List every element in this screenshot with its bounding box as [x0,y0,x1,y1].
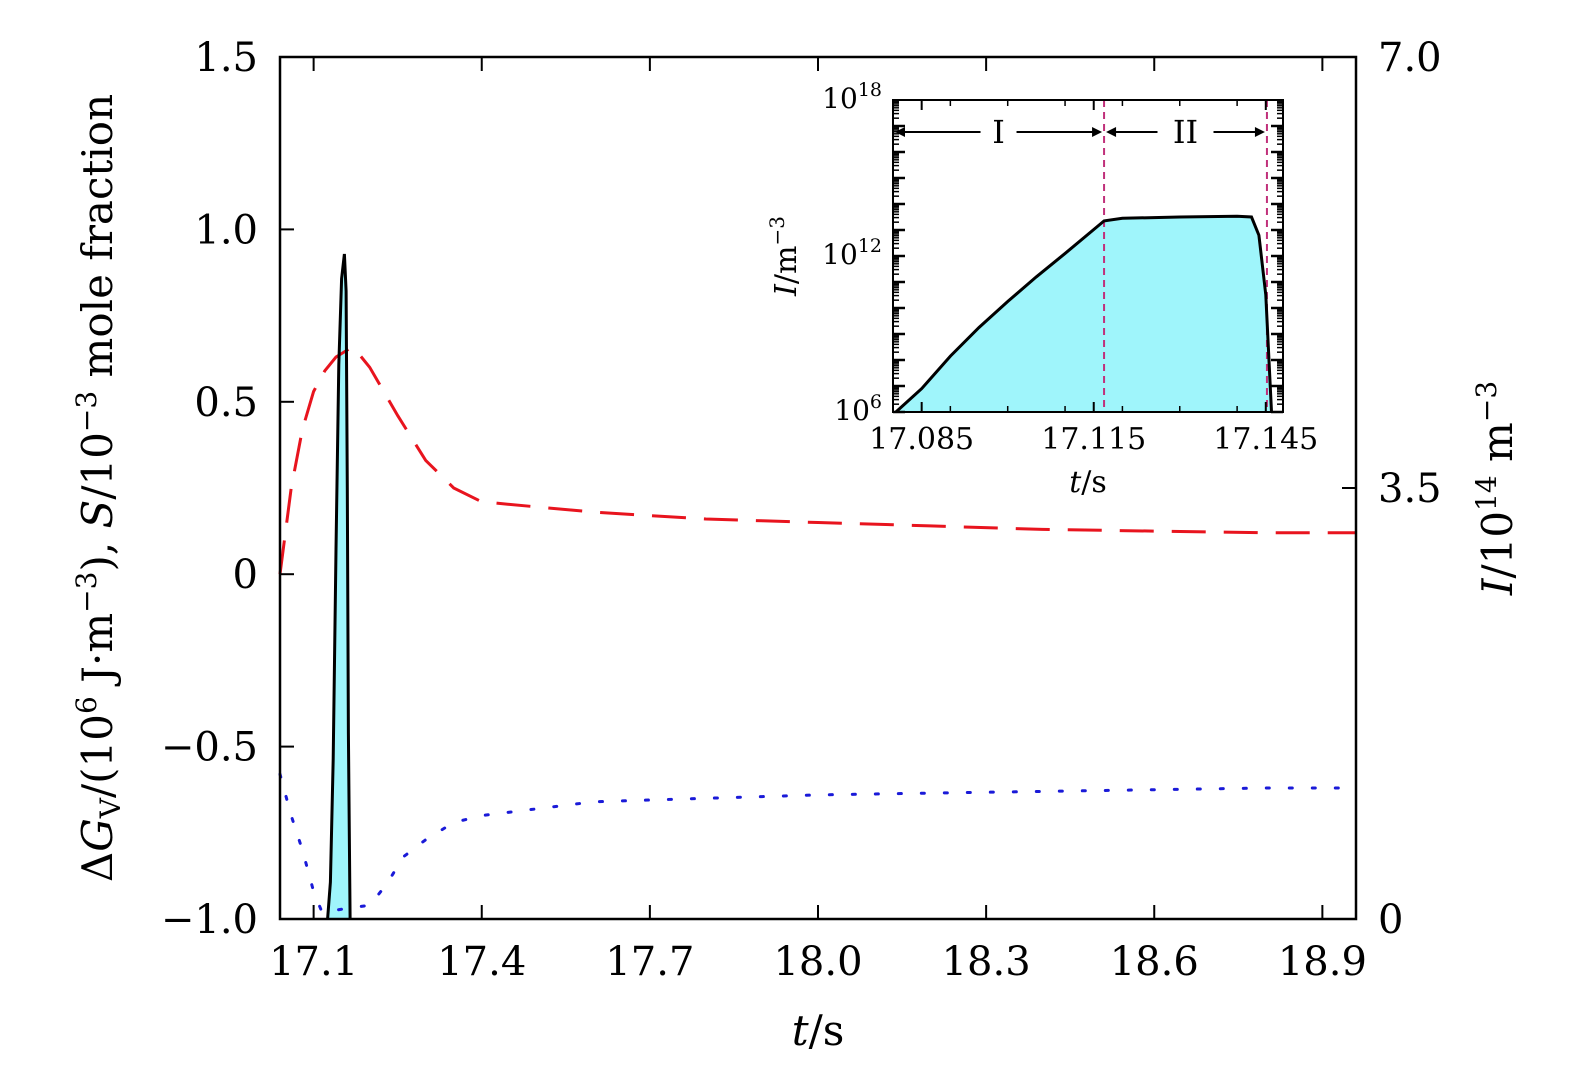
x-tick-label: 17.7 [605,939,694,985]
x-tick-label: 17.1 [269,939,358,985]
inset-rate-line [894,214,1273,414]
y-right-tick-label: 7.0 [1378,35,1442,81]
inset-y-tick-label: 1018 [822,79,882,115]
supersaturation-dashed-line [278,344,1356,575]
y-left-tick-label: 1.0 [194,207,258,253]
y-left-tick-label: −0.5 [161,725,258,771]
x-tick-label: 18.0 [773,939,862,985]
left-axis-title: ΔGV/(106 J·m−3), S/10−3 mole fraction [70,94,127,882]
y-left-tick-label: 0 [233,552,258,598]
driving-force-dotted-line [278,772,1358,914]
inset-vlines-layer [1103,100,1268,412]
inset-regions-layer: I II [895,113,1265,151]
inset-lines-layer [894,214,1273,414]
region-arrow-head-left [895,127,905,137]
nucleation-rate-line [326,253,352,920]
main-fill-layer [327,254,351,919]
inset-x-tick-label: 17.085 [869,422,974,457]
main-lines-layer [278,253,1358,920]
x-tick-label: 17.4 [437,939,526,985]
inset-fill-layer [895,216,1272,412]
region-label: II [1173,113,1198,151]
inset-x-tick-label: 17.145 [1213,422,1318,457]
y-right-tick-label: 3.5 [1378,466,1442,512]
nucleation-rate-fill [327,254,351,919]
inset-y-axis-title: I/m−3 [765,216,804,297]
y-left-tick-label: 1.5 [194,35,258,81]
inset-x-axis-title: t/s [1069,465,1107,500]
y-left-tick-label: −1.0 [161,897,258,943]
x-tick-label: 18.6 [1110,939,1199,985]
inset-x-tick-label: 17.115 [1041,422,1146,457]
inset-y-tick-label: 106 [834,391,882,427]
x-tick-label: 18.9 [1278,939,1367,985]
x-axis-title: t/s [792,1006,845,1055]
y-right-tick-label: 0 [1378,897,1403,943]
region-label: I [992,113,1005,151]
right-axis-title: I/1014 m−3 [1470,381,1522,596]
main-ticks-layer: 17.1 17.4 17.7 18.0 18.3 18.6 18.9 1.5 1.0 0.5 0 −0… [161,35,1442,985]
region-arrow-head-right [1254,127,1265,137]
region-arrow-head-right [1092,127,1103,137]
x-tick-label: 18.3 [942,939,1031,985]
y-left-tick-label: 0.5 [194,380,258,426]
region-arrow-head-left [1106,127,1117,137]
inset-y-tick-label: 1012 [822,235,882,271]
inset-ticks-layer: 17.085 17.115 17.145 1018 1012 106 [822,79,1318,457]
inset-rate-fill [895,216,1272,412]
